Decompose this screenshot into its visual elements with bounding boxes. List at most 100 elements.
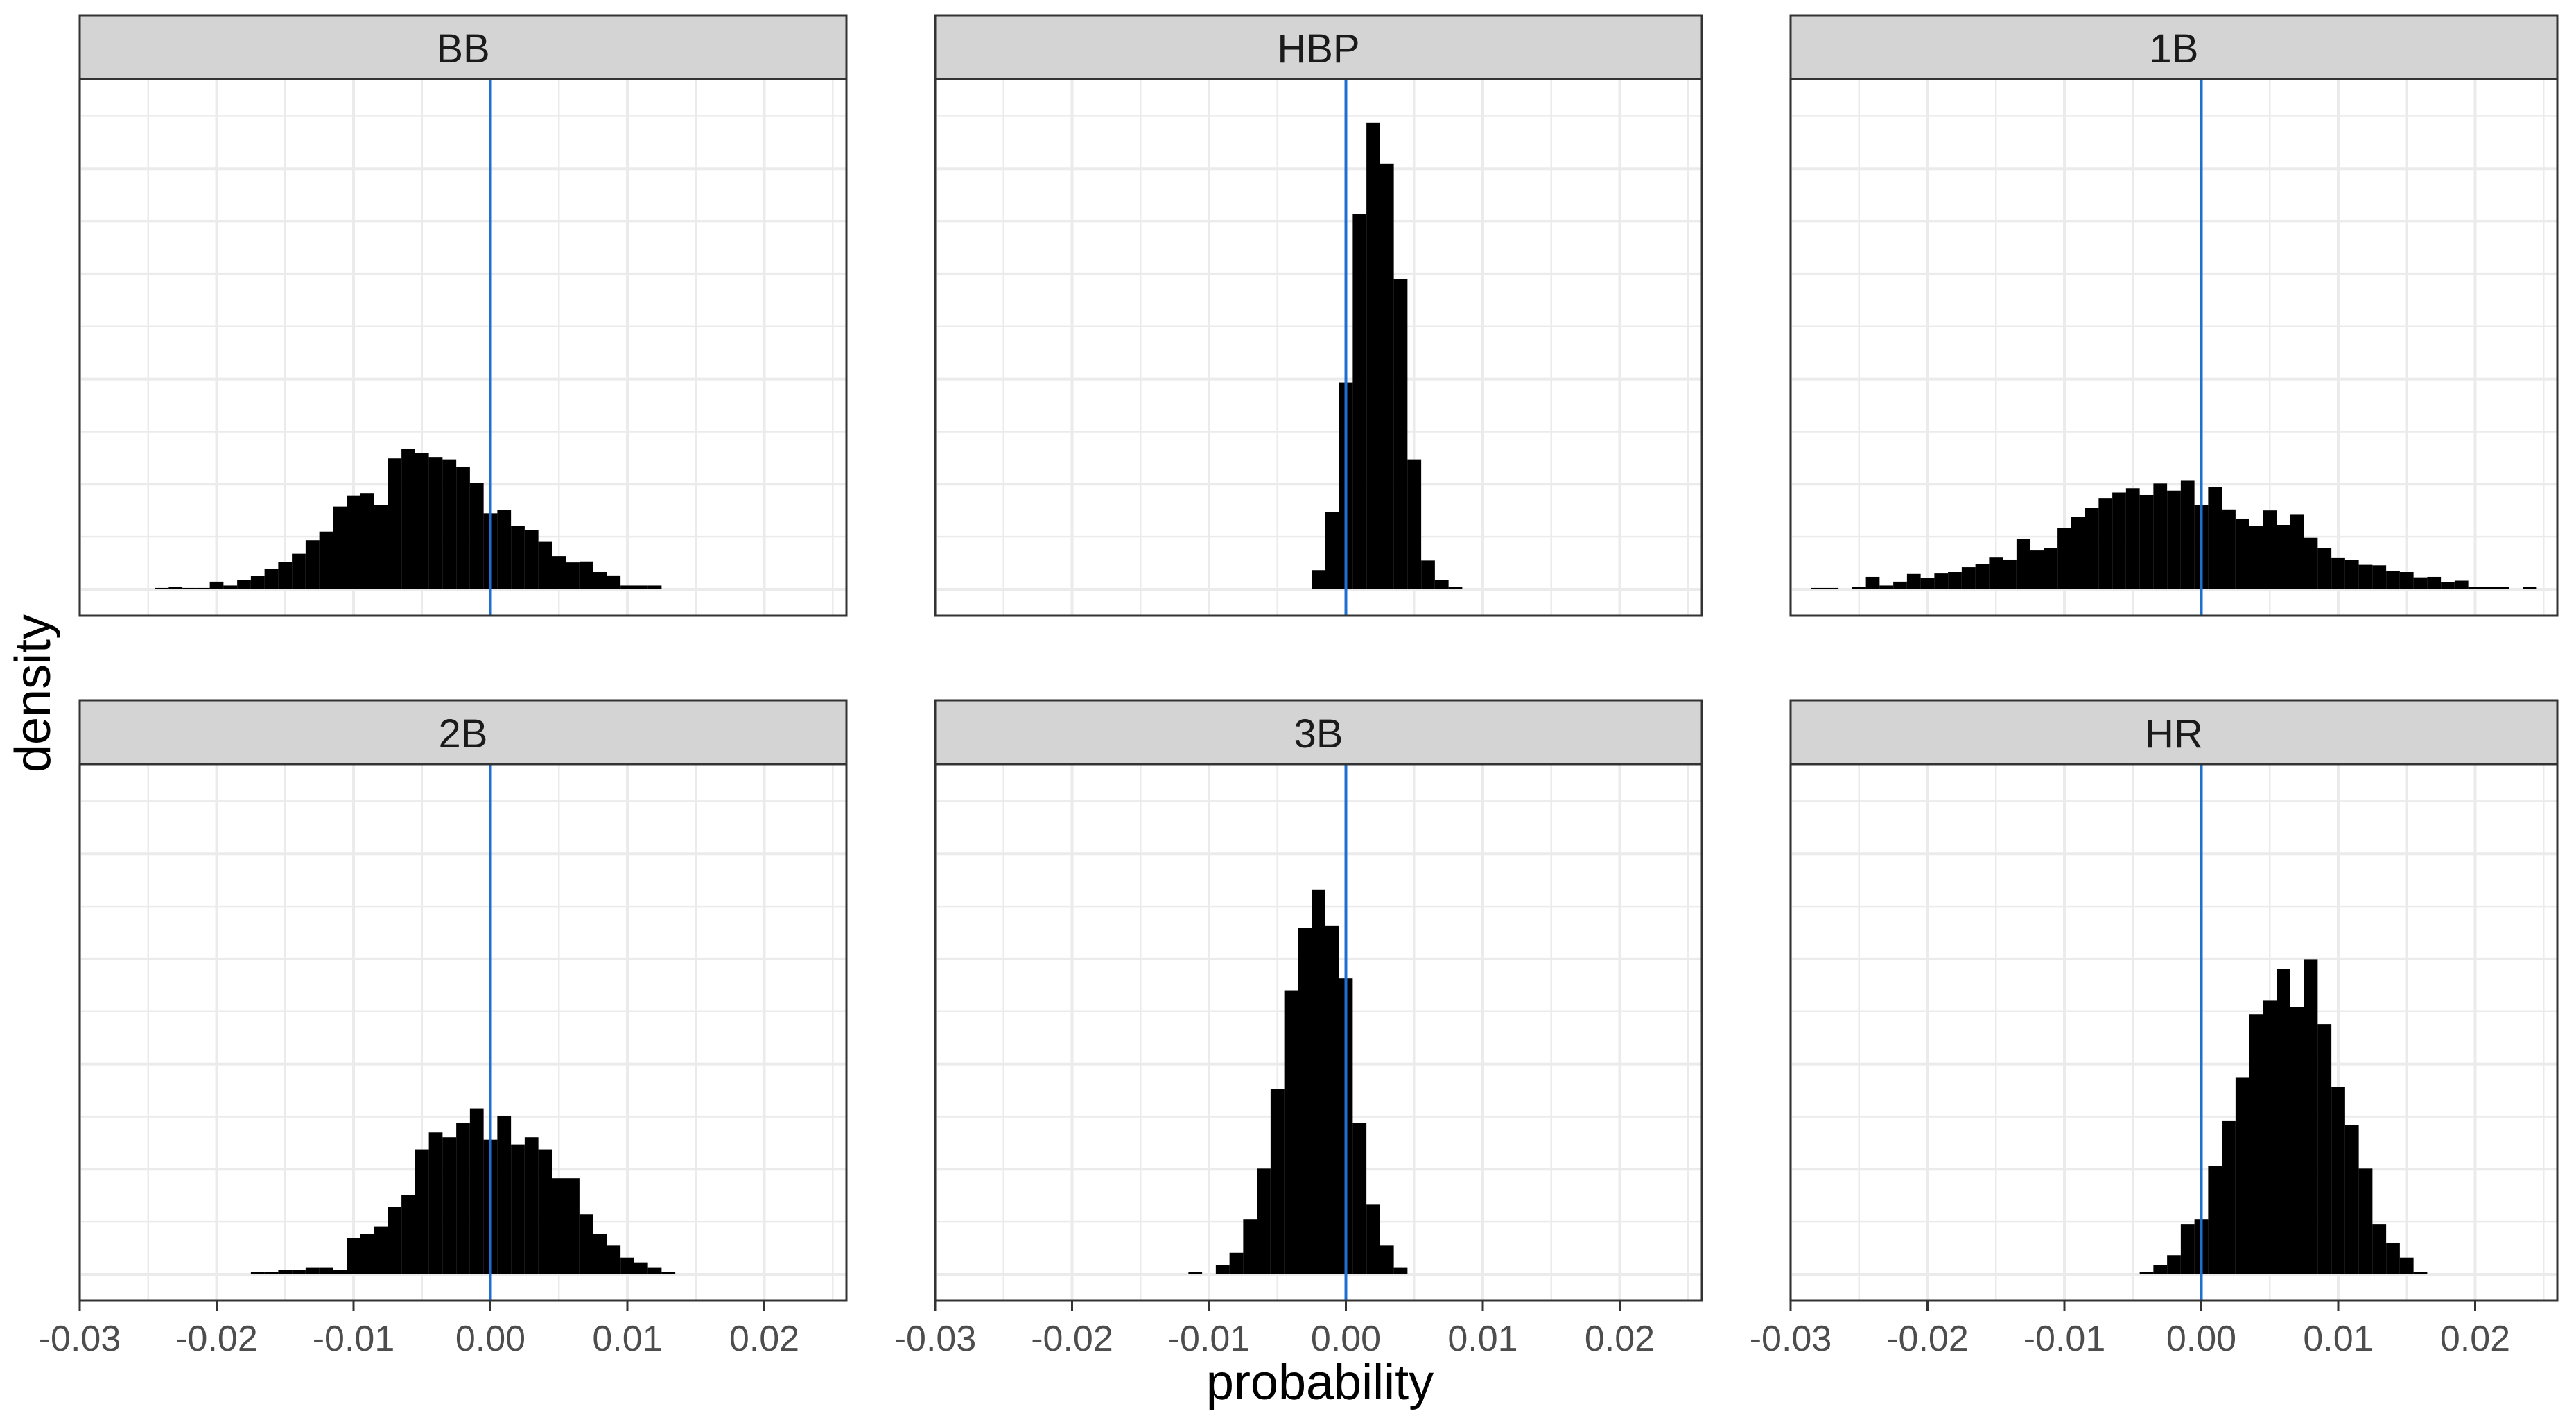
histogram-bar <box>2482 587 2496 589</box>
histogram-bar <box>511 526 525 589</box>
histogram-bar <box>1393 279 1408 589</box>
histogram-bar <box>2344 1125 2359 1274</box>
histogram-bar <box>1284 990 1298 1274</box>
histogram-bar <box>1188 1272 1203 1274</box>
histogram-bar <box>552 1178 566 1274</box>
histogram-bar <box>2208 1166 2222 1274</box>
histogram-bar <box>182 587 196 589</box>
plot-background <box>935 79 1702 616</box>
histogram-bar <box>497 510 512 589</box>
facet-strip-label: HR <box>2145 711 2203 756</box>
histogram-bar <box>305 540 320 589</box>
histogram-bar <box>634 585 648 589</box>
histogram-bar <box>250 576 265 589</box>
panel-border <box>1789 78 2559 617</box>
histogram-bar <box>1243 1219 1257 1274</box>
histogram-bar <box>2222 1120 2236 1274</box>
histogram-bar <box>2413 577 2428 589</box>
facet-strip <box>1789 699 2559 766</box>
histogram-bar <box>2372 565 2387 589</box>
histogram-bar <box>634 1262 648 1274</box>
x-tick-label: -0.03 <box>894 1319 977 1359</box>
histogram-bar <box>2125 488 2140 589</box>
histogram-bar <box>2468 587 2482 589</box>
histogram-bar <box>2344 560 2359 589</box>
x-tick-label: -0.01 <box>2024 1319 2106 1359</box>
histogram-bar <box>333 1270 347 1274</box>
x-tick-label: 0.01 <box>1447 1319 1517 1359</box>
histogram-bar <box>2139 494 2154 589</box>
histogram-bar <box>2180 1224 2195 1274</box>
histogram-bar <box>1312 570 1325 589</box>
histogram-bar <box>2358 564 2373 589</box>
histogram-bar <box>1421 560 1435 589</box>
histogram-bar <box>1961 567 1976 589</box>
histogram-bar <box>2386 571 2400 589</box>
facet-strip-label: 1B <box>2150 26 2199 71</box>
histogram-bar <box>2331 1087 2345 1274</box>
histogram-bar <box>2044 548 2058 589</box>
facet-strip <box>934 14 1703 80</box>
histogram-bar <box>566 562 580 589</box>
panel-border <box>934 78 1703 617</box>
histogram-bar <box>2222 509 2236 589</box>
histogram-bar <box>2167 1255 2181 1274</box>
histogram-bar <box>1811 587 1825 589</box>
histogram-bar <box>347 1238 360 1274</box>
histogram-bar <box>620 1257 634 1274</box>
histogram-bar <box>388 458 402 589</box>
histogram-bar <box>347 495 360 589</box>
histogram-bar <box>579 561 593 589</box>
histogram-bar <box>360 493 374 589</box>
histogram-bar <box>1434 580 1449 589</box>
histogram-bar <box>593 1234 607 1274</box>
histogram-bar <box>2235 518 2249 589</box>
histogram-bar <box>1906 573 1921 589</box>
histogram-bar <box>2399 572 2414 589</box>
histogram-bar <box>1215 1265 1230 1274</box>
histogram-bar <box>2016 539 2030 589</box>
plot-background <box>1791 764 2557 1301</box>
histogram-bar <box>2003 559 2017 589</box>
histogram-bar <box>2304 959 2318 1274</box>
x-tick-label: 0.01 <box>592 1319 662 1359</box>
facet-panel-3b: 3B -0.03 -0.02 -0.01 0.00 0.01 0.02 <box>894 699 1703 1359</box>
histogram-bar <box>2399 1257 2414 1274</box>
histogram-bar <box>223 585 238 589</box>
histogram-bar <box>1380 163 1394 589</box>
histogram-bar <box>1407 459 1422 589</box>
histogram-bar <box>2235 1077 2249 1274</box>
facet-strip <box>78 14 848 80</box>
histogram-bar <box>538 541 552 589</box>
histogram-bar <box>319 1267 333 1274</box>
histogram-bar <box>552 556 566 589</box>
histogram-bar <box>593 572 607 589</box>
histogram-bar <box>2249 526 2263 589</box>
histogram-bar <box>2112 492 2126 589</box>
histogram-bar <box>1852 587 1866 589</box>
x-tick-label: 0.00 <box>1311 1319 1381 1359</box>
facet-panels: BB HBP 1B 2B -0.03 -0.02 -0.01 0.00 0.01 0.02 3B -0… <box>39 14 2559 1359</box>
histogram-bar <box>456 1123 470 1274</box>
histogram-bar <box>2249 1014 2263 1274</box>
histogram-bar <box>2523 587 2537 589</box>
histogram-bar <box>2290 1007 2304 1274</box>
histogram-bar <box>2263 1000 2277 1274</box>
histogram-bar <box>209 581 224 589</box>
histogram-bar <box>1257 1168 1271 1274</box>
histogram-bar <box>237 580 251 589</box>
histogram-bar <box>524 1137 539 1274</box>
histogram-bar <box>1366 1204 1380 1274</box>
histogram-bar <box>647 585 662 589</box>
histogram-bar <box>2071 517 2085 589</box>
histogram-bar <box>292 1270 306 1274</box>
panel-border <box>934 763 1703 1302</box>
histogram-bar <box>1270 1089 1285 1274</box>
x-tick-label: -0.02 <box>1886 1319 1969 1359</box>
histogram-bar <box>374 505 388 589</box>
histogram-bar <box>469 1108 484 1274</box>
facet-strip-label: 2B <box>439 711 488 756</box>
x-tick-label: -0.02 <box>175 1319 258 1359</box>
x-tick-label: 0.02 <box>2440 1319 2510 1359</box>
histogram-bar <box>428 1132 443 1274</box>
